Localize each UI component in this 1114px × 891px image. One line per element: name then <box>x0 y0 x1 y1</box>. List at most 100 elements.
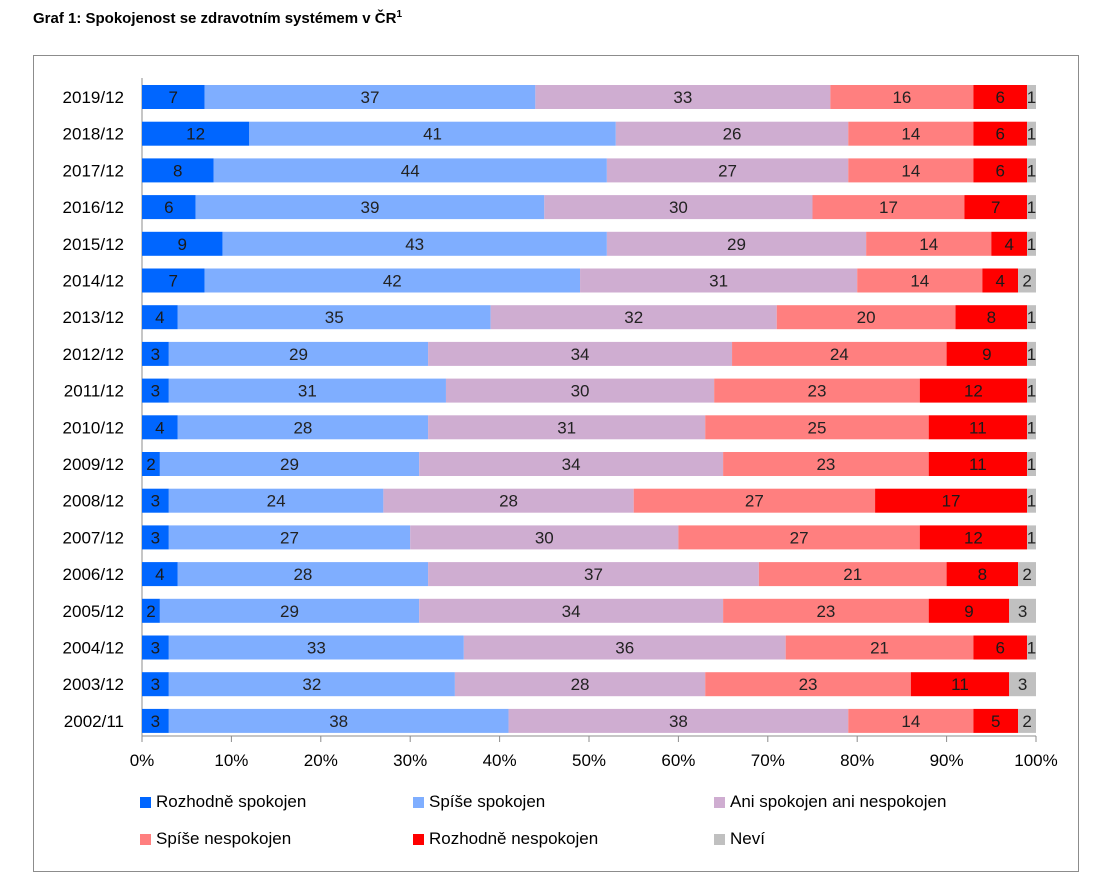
bar-segment <box>142 672 169 697</box>
data-label: 29 <box>280 455 299 474</box>
bar-segment <box>615 121 849 146</box>
data-label: 1 <box>1027 88 1036 107</box>
bar-segment <box>168 525 411 550</box>
bar-segment <box>723 452 929 476</box>
bar-segment <box>830 85 974 109</box>
bar-segment <box>204 268 581 293</box>
category-label: 2014/12 <box>63 272 124 291</box>
bar-segment <box>910 672 1010 697</box>
bar-segment <box>159 598 420 623</box>
data-label: 9 <box>982 345 991 364</box>
category-label: 2015/12 <box>63 235 124 254</box>
bar-segment <box>919 525 1028 550</box>
category-label: 2016/12 <box>63 198 124 217</box>
data-label: 1 <box>1027 161 1036 180</box>
bar-segment <box>142 121 250 146</box>
bar-segment <box>1027 525 1036 550</box>
data-label: 23 <box>799 675 818 694</box>
data-label: 23 <box>808 382 827 401</box>
legend-label: Spíše nespokojen <box>156 829 292 848</box>
data-label: 41 <box>423 125 442 144</box>
data-label: 11 <box>969 455 987 474</box>
bar-segment <box>973 635 1028 660</box>
data-label: 25 <box>808 418 827 437</box>
category-label: 2008/12 <box>63 492 124 511</box>
data-label: 30 <box>571 382 590 401</box>
data-label: 29 <box>280 602 299 621</box>
data-label: 16 <box>892 88 911 107</box>
bar-segment <box>168 341 429 366</box>
data-label: 6 <box>996 88 1005 107</box>
legend-swatch <box>413 796 424 808</box>
category-label: 2005/12 <box>63 602 124 621</box>
bar-segment <box>168 635 464 660</box>
bar-segment <box>177 562 429 587</box>
legend-label: Spíše spokojen <box>429 792 546 811</box>
legend-label: Ani spokojen ani nespokojen <box>730 792 947 811</box>
data-label: 28 <box>571 675 590 694</box>
category-label: 2017/12 <box>63 161 124 180</box>
bar-segment <box>606 231 867 256</box>
data-label: 3 <box>151 712 160 731</box>
x-tick-label: 30% <box>393 751 427 770</box>
bar-segment <box>991 231 1028 256</box>
bar-segment <box>142 635 169 660</box>
bar-segment <box>142 452 160 476</box>
bar-segment <box>142 268 205 293</box>
bar-segment <box>195 195 545 220</box>
bar-segment <box>723 598 929 623</box>
bar-segment <box>463 635 786 660</box>
bar-segment <box>142 158 214 183</box>
bar-segment <box>973 158 1028 183</box>
data-label: 6 <box>996 161 1005 180</box>
data-label: 1 <box>1027 418 1036 437</box>
bar-segment <box>928 452 1028 476</box>
bar-segment <box>1027 415 1036 440</box>
data-label: 32 <box>302 675 321 694</box>
data-label: 9 <box>177 235 186 254</box>
data-label: 1 <box>1027 198 1036 217</box>
bar-segment <box>383 488 634 513</box>
data-label: 2 <box>1022 712 1031 731</box>
data-label: 37 <box>584 565 603 584</box>
bar-segment <box>866 231 992 256</box>
legend-swatch <box>714 833 725 845</box>
data-label: 20 <box>857 308 876 327</box>
data-label: 23 <box>816 602 835 621</box>
bar-segment <box>168 378 446 403</box>
bar-segment <box>168 672 455 697</box>
x-tick-label: 40% <box>483 751 517 770</box>
x-tick-label: 0% <box>130 751 155 770</box>
category-label: 2019/12 <box>63 88 124 107</box>
data-label: 7 <box>991 198 1000 217</box>
bar-segment <box>1027 635 1036 660</box>
x-tick-label: 50% <box>572 751 606 770</box>
data-label: 21 <box>843 565 862 584</box>
x-tick-label: 60% <box>661 751 695 770</box>
bar-segment <box>1018 708 1036 733</box>
legend-swatch <box>413 833 424 845</box>
bar-segment <box>1027 378 1036 403</box>
legend-item: Rozhodně nespokojen <box>413 829 598 849</box>
data-label: 1 <box>1027 345 1036 364</box>
data-label: 14 <box>901 125 920 144</box>
bar-segment <box>678 525 920 550</box>
legend-item: Neví <box>714 829 765 849</box>
chart-title-footnote: 1 <box>396 9 403 20</box>
bar-segment <box>1009 672 1036 697</box>
category-label: 2011/12 <box>64 382 124 401</box>
legend-item: Rozhodně spokojen <box>140 792 306 812</box>
legend-item: Spíše spokojen <box>413 792 545 812</box>
data-label: 1 <box>1027 639 1036 658</box>
bar-segment <box>1009 598 1036 623</box>
bar-segment <box>142 708 169 733</box>
data-label: 3 <box>151 639 160 658</box>
data-label: 34 <box>562 602 581 621</box>
bar-segment <box>142 231 223 256</box>
data-label: 27 <box>280 528 299 547</box>
bar-segment <box>946 562 1019 587</box>
bar-segment <box>1027 488 1036 513</box>
bar-segment <box>544 195 813 220</box>
bar-segment <box>1027 85 1036 109</box>
